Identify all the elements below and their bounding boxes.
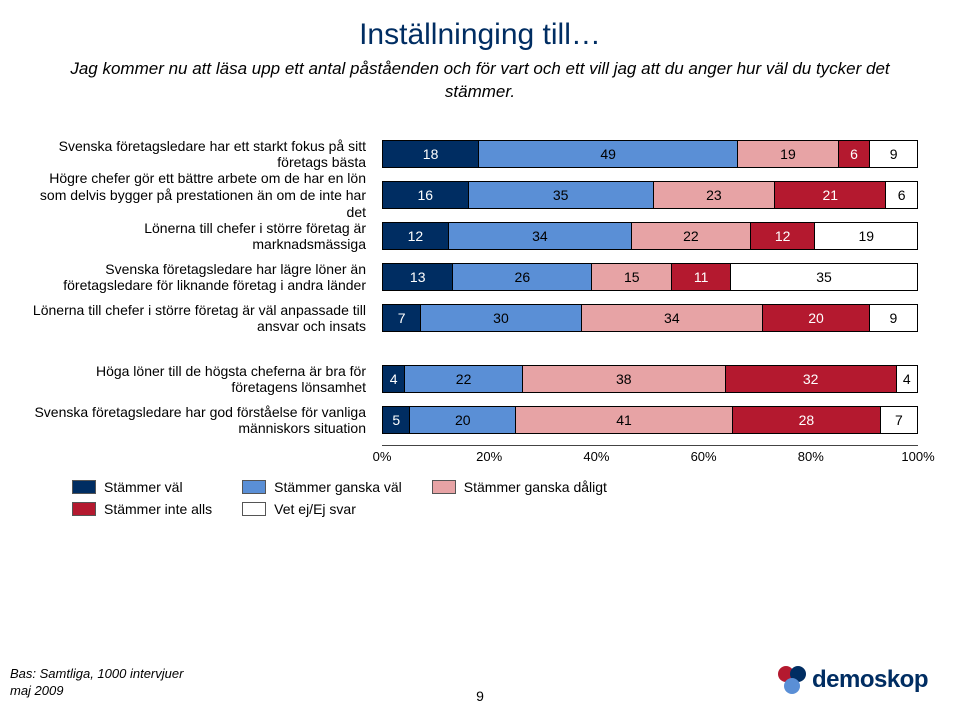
bar-segment: 20	[409, 407, 515, 433]
axis-tick: 40%	[583, 449, 609, 464]
bar-segment: 20	[762, 305, 869, 331]
legend-item: Stämmer inte alls	[72, 501, 212, 517]
bar-segment: 34	[448, 223, 631, 249]
bar-segment: 41	[515, 407, 732, 433]
bar-segment: 32	[725, 366, 896, 392]
row-labels-column: Svenska företagsledare har ett starkt fo…	[32, 134, 372, 441]
chart-title: Inställninging till…	[32, 18, 928, 52]
bars-column: 1849196916352321612342212191326151135730…	[382, 134, 918, 467]
legend: Stämmer väl Stämmer inte alls Stämmer gans…	[72, 479, 928, 517]
bar-segment: 26	[452, 264, 591, 290]
bar-segment: 9	[869, 305, 917, 331]
stacked-bar: 52041287	[382, 406, 918, 434]
row-label: Lönerna till chefer i större företag är …	[32, 216, 372, 257]
legend-column: Stämmer väl Stämmer inte alls	[72, 479, 212, 517]
row-label: Svenska företagsledare har lägre löner ä…	[32, 257, 372, 298]
logo-circles-icon	[778, 666, 806, 694]
axis-tick: 20%	[476, 449, 502, 464]
bar-row: 42238324	[382, 359, 918, 400]
axis-tick: 0%	[373, 449, 392, 464]
bar-segment: 22	[404, 366, 521, 392]
legend-swatch	[72, 502, 96, 516]
stacked-bar: 1234221219	[382, 222, 918, 250]
legend-swatch	[72, 480, 96, 494]
bar-segment: 21	[774, 182, 885, 208]
bar-segment: 15	[591, 264, 671, 290]
legend-label: Stämmer ganska väl	[274, 479, 402, 495]
logo: demoskop	[778, 666, 928, 694]
legend-column: Stämmer ganska dåligt	[432, 479, 607, 517]
bar-segment: 6	[838, 141, 870, 167]
bar-row: 163523216	[382, 175, 918, 216]
axis-tick: 80%	[798, 449, 824, 464]
bar-segment: 6	[885, 182, 917, 208]
bar-segment: 38	[522, 366, 725, 392]
bar-segment: 4	[383, 366, 404, 392]
row-label: Svenska företagsledare har ett starkt fo…	[32, 134, 372, 175]
bar-segment: 12	[750, 223, 815, 249]
row-label: Lönerna till chefer i större företag är …	[32, 298, 372, 339]
bar-segment: 13	[383, 264, 452, 290]
page-number: 9	[476, 688, 484, 704]
bar-row: 18491969	[382, 134, 918, 175]
stacked-bar: 18491969	[382, 140, 918, 168]
legend-swatch	[242, 502, 266, 516]
row-label: Höga löner till de högsta cheferna är br…	[32, 359, 372, 400]
row-label: Högre chefer gör ett bättre arbete om de…	[32, 175, 372, 216]
bar-segment: 18	[383, 141, 478, 167]
bar-segment: 30	[420, 305, 580, 331]
legend-item: Stämmer ganska dåligt	[432, 479, 607, 495]
legend-swatch	[432, 480, 456, 494]
bar-segment: 22	[631, 223, 750, 249]
bar-segment: 16	[383, 182, 468, 208]
bar-row: 52041287	[382, 400, 918, 441]
bar-segment: 5	[383, 407, 409, 433]
bar-row: 73034209	[382, 298, 918, 339]
bar-segment: 9	[869, 141, 917, 167]
legend-label: Vet ej/Ej svar	[274, 501, 356, 517]
row-label: Svenska företagsledare har god förståels…	[32, 400, 372, 441]
bar-segment: 23	[653, 182, 775, 208]
bar-segment: 19	[737, 141, 837, 167]
legend-item: Vet ej/Ej svar	[242, 501, 402, 517]
bar-row: 1234221219	[382, 216, 918, 257]
stacked-bar: 42238324	[382, 365, 918, 393]
footer-line2: maj 2009	[10, 683, 183, 700]
axis-tick: 100%	[901, 449, 934, 464]
bar-segment: 11	[671, 264, 730, 290]
legend-item: Stämmer ganska väl	[242, 479, 402, 495]
chart-area: Svenska företagsledare har ett starkt fo…	[32, 134, 918, 467]
legend-swatch	[242, 480, 266, 494]
stacked-bar: 1326151135	[382, 263, 918, 291]
bar-segment: 35	[468, 182, 653, 208]
bar-segment: 49	[478, 141, 737, 167]
legend-item: Stämmer väl	[72, 479, 212, 495]
bar-segment: 4	[896, 366, 917, 392]
bar-row: 1326151135	[382, 257, 918, 298]
legend-label: Stämmer inte alls	[104, 501, 212, 517]
bar-segment: 35	[730, 264, 917, 290]
bar-segment: 19	[814, 223, 916, 249]
footer-base-text: Bas: Samtliga, 1000 intervjuer maj 2009	[10, 666, 183, 700]
bar-segment: 12	[383, 223, 448, 249]
bar-segment: 7	[383, 305, 420, 331]
bar-segment: 34	[581, 305, 763, 331]
chart-subtitle: Jag kommer nu att läsa upp ett antal pås…	[65, 58, 895, 104]
stacked-bar: 163523216	[382, 181, 918, 209]
bar-segment: 28	[732, 407, 880, 433]
bars-host: 1849196916352321612342212191326151135730…	[382, 134, 918, 441]
x-axis: 0%20%40%60%80%100%	[382, 445, 918, 467]
legend-label: Stämmer väl	[104, 479, 183, 495]
logo-text: demoskop	[812, 666, 928, 694]
footer-line1: Bas: Samtliga, 1000 intervjuer	[10, 666, 183, 683]
legend-label: Stämmer ganska dåligt	[464, 479, 607, 495]
bar-segment: 7	[880, 407, 917, 433]
legend-column: Stämmer ganska väl Vet ej/Ej svar	[242, 479, 402, 517]
axis-tick: 60%	[691, 449, 717, 464]
stacked-bar: 73034209	[382, 304, 918, 332]
